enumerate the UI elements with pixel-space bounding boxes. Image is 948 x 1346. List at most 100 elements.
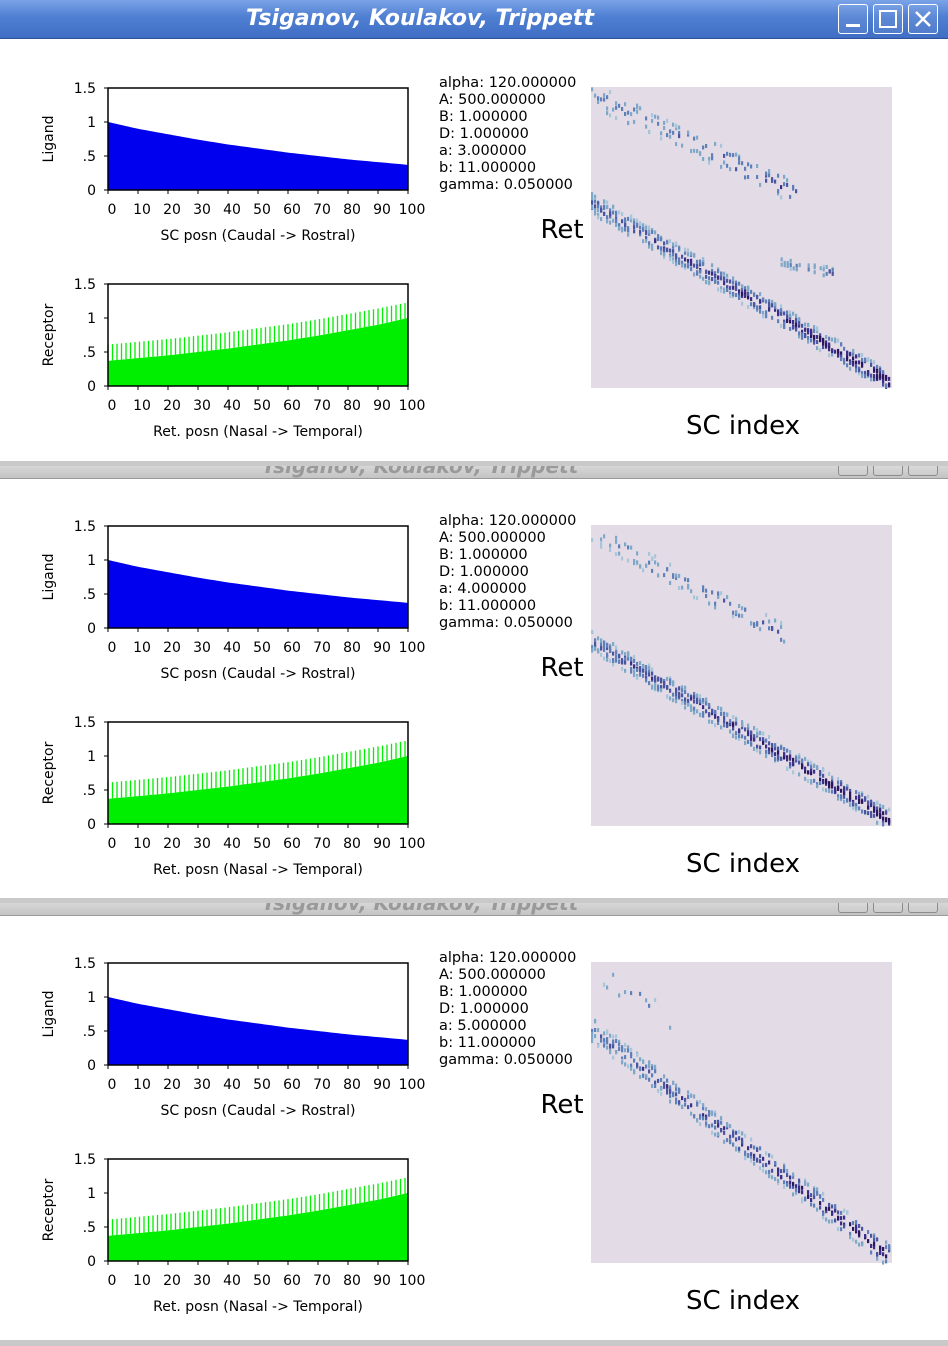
heatmap-cell: [837, 351, 840, 356]
heatmap-cell: [609, 648, 612, 653]
x-tick-label: 0: [108, 836, 117, 852]
heatmap-cell: [591, 1031, 594, 1036]
heatmap-cell: [594, 199, 597, 204]
heatmap-cell: [723, 716, 726, 720]
heatmap-cell: [708, 719, 711, 724]
heatmap-cell: [882, 822, 885, 827]
heatmap-cell: [684, 266, 687, 270]
heatmap-cell: [654, 560, 657, 565]
heatmap-cell: [804, 1180, 807, 1185]
maximize-button[interactable]: [873, 4, 903, 34]
heatmap-cell: [672, 257, 675, 262]
close-button[interactable]: [908, 903, 938, 913]
heatmap-cell: [684, 690, 687, 694]
heatmap-cell: [606, 646, 609, 651]
heatmap-cell: [828, 784, 831, 789]
y-tick-label: 1: [87, 749, 96, 765]
heatmap-cell: [858, 371, 861, 376]
x-tick-label: 80: [343, 202, 361, 218]
heatmap-cell: [885, 1240, 888, 1245]
parameter-line: A: 500.000000: [439, 92, 546, 108]
heatmap-cell: [594, 211, 597, 216]
heatmap-cell: [861, 357, 864, 362]
heatmap-cell: [603, 212, 606, 216]
heatmap-cell: [732, 1142, 735, 1147]
heatmap-cell: [753, 1161, 756, 1166]
heatmap-cell: [663, 1084, 666, 1089]
heatmap-cell: [720, 1120, 723, 1125]
heatmap-cell: [606, 106, 609, 111]
heatmap-cell: [825, 343, 828, 348]
heatmap-cell: [660, 688, 663, 693]
minimize-button[interactable]: [838, 903, 868, 913]
heatmap-cell: [741, 284, 744, 289]
heatmap-cell: [876, 368, 879, 373]
heatmap-cell: [750, 289, 753, 294]
heatmap-cell: [672, 680, 675, 685]
heatmap-cell: [645, 665, 648, 669]
heatmap-cell: [810, 338, 813, 343]
heatmap-cell: [603, 647, 606, 652]
heatmap-cell: [840, 354, 843, 359]
heatmap-cell: [867, 794, 870, 799]
heatmap-cells: [591, 534, 891, 827]
title-bar[interactable]: Tsiganov, Koulakov, Trippett: [0, 466, 948, 479]
x-tick-label: 80: [343, 1273, 361, 1289]
heatmap-cell: [639, 991, 642, 996]
close-button[interactable]: [908, 466, 938, 476]
heatmap-cell: [630, 661, 633, 666]
close-button[interactable]: [908, 4, 938, 34]
x-axis-label: Ret. posn (Nasal -> Temporal): [153, 1299, 363, 1315]
heatmap-cell: [822, 273, 825, 278]
x-tick-label: 50: [253, 1077, 271, 1093]
heatmap-cell: [645, 238, 648, 243]
title-bar[interactable]: Tsiganov, Koulakov, Trippett: [0, 903, 948, 916]
heatmap-cell: [735, 283, 738, 287]
heatmap-cell: [711, 1110, 714, 1115]
heatmap-cell: [858, 791, 861, 796]
x-tick-label: 30: [193, 640, 211, 656]
heatmap-cell: [849, 1235, 852, 1240]
heatmap-cell: [675, 262, 678, 267]
heatmap-cell: [798, 753, 801, 758]
heatmap-cell: [795, 324, 798, 329]
maximize-button[interactable]: [873, 903, 903, 913]
heatmap-cell: [870, 373, 873, 378]
heatmap-cell: [765, 299, 768, 304]
minimize-button[interactable]: [838, 466, 868, 476]
heatmap-cell: [720, 143, 723, 148]
heatmap-cell: [630, 991, 633, 996]
heatmap-cell: [861, 373, 864, 378]
heatmap-cell: [777, 1178, 780, 1183]
heatmap-cell: [768, 1153, 771, 1158]
heatmap-cell: [885, 376, 888, 381]
heatmap-cell: [714, 271, 717, 276]
title-bar[interactable]: Tsiganov, Koulakov, Trippett: [0, 0, 948, 39]
heatmap-cell: [648, 1003, 651, 1008]
heatmap-cell: [756, 294, 759, 299]
heatmap-cell: [846, 357, 849, 362]
heatmap-cell: [756, 306, 759, 310]
heatmap-cell: [780, 1175, 783, 1180]
heatmap-cell: [768, 302, 771, 307]
y-axis-label: Receptor: [41, 303, 57, 366]
heatmap-cell: [723, 160, 726, 165]
maximize-button[interactable]: [873, 466, 903, 476]
close-icon: [915, 11, 931, 27]
heatmap-cell: [675, 1100, 678, 1105]
heatmap-cell: [738, 1136, 741, 1141]
heatmap-cell: [837, 777, 840, 781]
heatmap-cell: [624, 223, 627, 227]
heatmap-cell: [618, 210, 621, 215]
heatmap-cell: [807, 330, 810, 335]
heatmap-cell: [687, 130, 690, 135]
heatmap-cell: [813, 1195, 816, 1200]
heatmap-cell: [810, 780, 813, 785]
minimize-button[interactable]: [838, 4, 868, 34]
heatmap-cell: [741, 289, 744, 294]
x-tick-label: 100: [399, 398, 426, 414]
heatmap-cell: [687, 252, 690, 257]
heatmap-cell: [747, 732, 750, 737]
heatmap-cell: [801, 1190, 804, 1195]
heatmap-cell: [795, 756, 798, 761]
